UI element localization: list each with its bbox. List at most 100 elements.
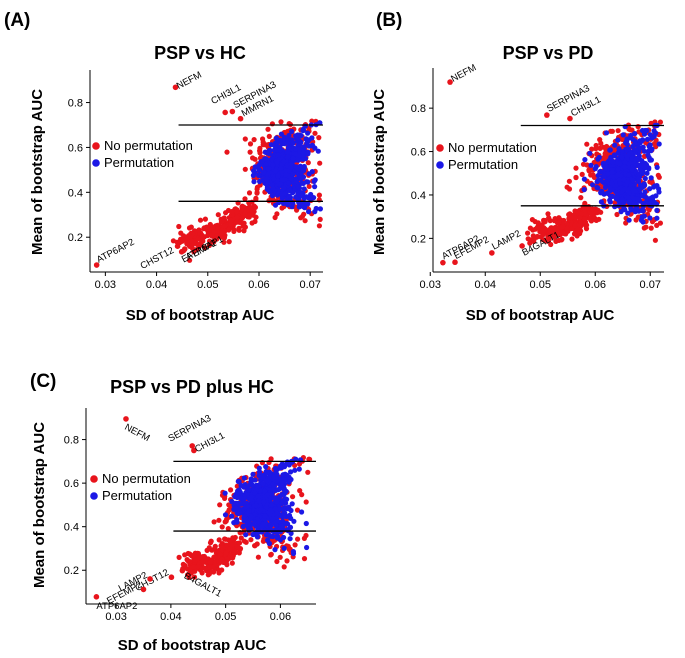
permutation-point — [648, 157, 655, 163]
permutation-points — [250, 120, 323, 215]
permutation-point — [288, 176, 294, 182]
permutation-point — [257, 488, 263, 494]
permutation-point — [252, 519, 258, 525]
permutation-point — [289, 137, 295, 143]
permutation-point — [615, 166, 622, 172]
permutation-point — [241, 513, 248, 519]
no-permutation-point — [219, 567, 225, 573]
permutation-point — [295, 184, 301, 190]
no-permutation-point — [230, 535, 236, 541]
permutation-point — [277, 137, 283, 143]
no-permutation-point — [285, 128, 291, 134]
no-permutation-point — [187, 257, 193, 263]
no-permutation-point — [545, 211, 551, 217]
annotated-point-serpina3 — [189, 443, 196, 449]
permutation-point — [308, 196, 314, 202]
permutation-point — [251, 179, 257, 185]
permutation-point — [626, 190, 632, 196]
no-permutation-point — [598, 140, 604, 146]
permutation-point — [274, 478, 280, 484]
permutation-point — [304, 544, 310, 551]
permutation-point — [285, 154, 291, 160]
permutation-point — [625, 146, 631, 152]
permutation-point — [598, 199, 605, 205]
permutation-point — [286, 193, 292, 199]
permutation-point — [630, 143, 636, 150]
legend-label-no-permutation: No permutation — [448, 140, 537, 155]
x-tick-label: 0.06 — [270, 611, 291, 623]
permutation-point — [297, 163, 303, 169]
permutation-point — [281, 545, 287, 552]
permutation-point — [262, 521, 268, 527]
permutation-point — [600, 179, 606, 185]
no-permutation-point — [643, 224, 649, 230]
permutation-point — [581, 176, 588, 182]
permutation-point — [654, 164, 660, 170]
permutation-point — [247, 520, 253, 527]
no-permutation-point — [248, 206, 254, 212]
permutation-point — [272, 506, 278, 512]
permutation-point — [268, 502, 275, 508]
panel-b-xlabel: SD of bootstrap AUC — [466, 307, 615, 324]
no-permutation-point — [241, 228, 247, 234]
permutation-point — [628, 132, 634, 139]
no-permutation-point — [228, 217, 234, 224]
permutation-point — [283, 168, 289, 174]
no-permutation-point — [260, 136, 266, 142]
permutation-point — [304, 179, 310, 185]
no-permutation-point — [601, 155, 607, 161]
permutation-point — [639, 193, 645, 199]
no-permutation-point — [608, 128, 614, 134]
no-permutation-point — [652, 237, 659, 243]
x-tick-label: 0.03 — [95, 279, 116, 291]
y-tick-label: 0.2 — [68, 232, 83, 244]
no-permutation-point — [207, 540, 214, 546]
no-permutation-point — [312, 130, 318, 136]
permutation-point — [641, 148, 648, 154]
permutation-point — [281, 534, 287, 541]
permutation-point — [252, 477, 258, 483]
no-permutation-point — [252, 543, 258, 549]
permutation-point — [283, 500, 289, 506]
permutation-point — [300, 203, 306, 209]
permutation-point — [263, 161, 269, 167]
permutation-point — [654, 207, 660, 213]
no-permutation-point — [231, 227, 237, 233]
no-permutation-point — [317, 160, 323, 166]
annotated-point-efemp2 — [178, 249, 185, 255]
permutation-point — [262, 488, 268, 494]
no-permutation-point — [589, 206, 596, 212]
permutation-point — [592, 166, 598, 172]
permutation-point — [286, 512, 293, 519]
panel-a-letter: (A) — [4, 10, 30, 31]
no-permutation-point — [566, 186, 573, 192]
no-permutation-point — [575, 209, 581, 215]
no-permutation-point — [525, 236, 531, 242]
no-permutation-point — [547, 227, 553, 233]
annotated-point-lamp2 — [489, 250, 495, 256]
permutation-point — [286, 132, 292, 139]
permutation-point — [640, 162, 646, 169]
permutation-point — [291, 518, 297, 524]
permutation-point — [281, 487, 287, 493]
permutation-point — [605, 171, 611, 177]
permutation-point — [253, 530, 259, 536]
permutation-point — [305, 130, 311, 136]
no-permutation-point — [301, 535, 307, 542]
permutation-point — [619, 196, 625, 202]
permutation-point — [632, 138, 638, 144]
permutation-point — [648, 195, 654, 201]
no-permutation-point — [649, 219, 656, 225]
permutation-point — [628, 207, 634, 213]
no-permutation-point — [556, 220, 562, 226]
no-permutation-point — [284, 558, 290, 564]
permutation-point — [258, 507, 264, 513]
permutation-point — [603, 130, 610, 136]
no-permutation-point — [179, 238, 185, 244]
no-permutation-point — [309, 118, 315, 124]
no-permutation-point — [277, 554, 283, 560]
x-tick-label: 0.04 — [475, 279, 496, 291]
no-permutation-point — [236, 550, 242, 556]
no-permutation-point — [195, 564, 201, 570]
